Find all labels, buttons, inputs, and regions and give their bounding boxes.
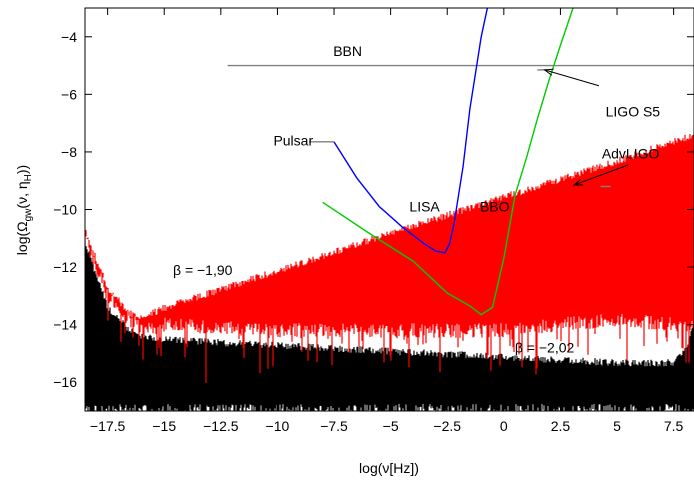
x-tick-label: −15 <box>152 418 176 434</box>
y-tick-label: −8 <box>61 144 77 160</box>
x-tick-label: 0 <box>500 418 508 434</box>
noise-band-path <box>85 131 694 383</box>
annotation-label: BBN <box>333 43 362 59</box>
x-tick-label: −10 <box>266 418 290 434</box>
noise-band-path <box>85 243 694 411</box>
y-tick-label: −4 <box>61 29 77 45</box>
annotation-label: β = −2,02 <box>515 340 575 356</box>
annotation-arrows <box>543 68 629 186</box>
x-tick-label: −12.5 <box>203 418 239 434</box>
reference-lines <box>227 64 694 188</box>
y-tick-label: −12 <box>53 259 77 275</box>
y-tick-label: −6 <box>61 86 77 102</box>
noise-bands <box>85 131 694 411</box>
y-tick-label: −14 <box>53 317 77 333</box>
y-axis-label: log(Ωgw(ν, ηH)) <box>14 165 34 255</box>
noise-band-black <box>85 243 694 411</box>
x-tick-label: 2.5 <box>551 418 571 434</box>
sensitivity-curves <box>322 8 574 316</box>
annotations: BBN Pulsar LISA BBO LIGO S5 AdvLIGO β = −1,90 β… <box>173 43 660 355</box>
annotation-label: LIGO S5 <box>606 104 661 120</box>
annotation-label: BBO <box>480 199 510 215</box>
y-tick-label: −10 <box>53 202 77 218</box>
annotation-label: LISA <box>409 199 440 215</box>
y-axis: −16 −14 −12 −10 −8 −6 −4 <box>53 29 694 390</box>
y-tick-label: −16 <box>53 374 77 390</box>
x-tick-label: 7.5 <box>664 418 684 434</box>
x-tick-label: −5 <box>383 418 399 434</box>
series-line-bbo <box>322 8 574 316</box>
x-tick-label: −2.5 <box>433 418 461 434</box>
series-line-lisa <box>333 8 489 254</box>
noise-band-red <box>85 131 694 383</box>
x-axis: −17.5 −15 −12.5 −10 −7.5 −5 −2.5 0 2.5 5 7.5 <box>90 8 684 434</box>
annotation-arrow <box>543 68 600 87</box>
annotation-label: AdvLIGO <box>602 145 660 161</box>
x-tick-label: −17.5 <box>90 418 126 434</box>
annotation-label: Pulsar <box>273 132 313 148</box>
x-tick-label: 5 <box>613 418 621 434</box>
annotation-label: β = −1,90 <box>173 262 233 278</box>
x-tick-label: −7.5 <box>320 418 348 434</box>
x-axis-label: log(ν[Hz]) <box>359 460 419 476</box>
annotation-arrow <box>572 164 629 186</box>
